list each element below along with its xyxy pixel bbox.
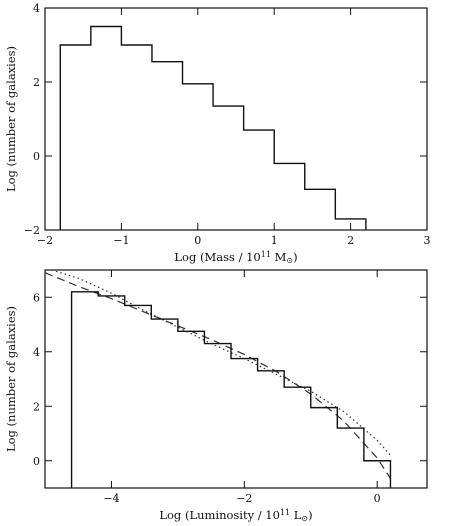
x-tick-label-2: 0 — [194, 234, 201, 247]
mass-function-panel: −2 −1 0 1 2 3 −2 0 2 4 Log (number of galaxies) L… — [4, 2, 431, 265]
luminosity-x-axis-label: Log (Luminosity / 1011 L⊙) — [159, 508, 312, 523]
mass-histogram-step — [59, 25, 367, 230]
luminosity-histogram-step — [70, 291, 392, 488]
y-tick-label-2: 4 — [33, 346, 40, 359]
mass-axis-ticks: −2 −1 0 1 2 3 −2 0 2 4 — [24, 2, 431, 247]
y-tick-label-2: 2 — [33, 76, 40, 89]
mass-plot-frame — [44, 7, 428, 231]
x-tick-label-0: −4 — [103, 492, 119, 505]
x-tick-label-5: 3 — [424, 234, 431, 247]
x-tick-label-2: 0 — [374, 492, 381, 505]
y-tick-label-1: 0 — [33, 150, 40, 163]
y-tick-label-3: 4 — [33, 2, 40, 15]
x-tick-label-3: 1 — [271, 234, 278, 247]
x-tick-label-1: −2 — [236, 492, 252, 505]
luminosity-y-axis-label: Log (number of galaxies) — [4, 306, 18, 452]
luminosity-fit-dotted — [51, 269, 391, 456]
x-tick-label-4: 2 — [347, 234, 354, 247]
y-tick-label-3: 6 — [33, 291, 40, 304]
luminosity-function-panel: −4 −2 0 0 2 4 6 Log (number of galaxies) Log (… — [4, 269, 428, 523]
x-tick-label-0: −2 — [37, 234, 53, 247]
luminosity-axis-ticks: −4 −2 0 0 2 4 6 — [33, 270, 427, 505]
luminosity-plot-frame — [44, 269, 428, 489]
luminosity-fit-dashed — [44, 272, 391, 479]
y-tick-label-0: −2 — [24, 224, 40, 237]
y-tick-label-1: 2 — [33, 400, 40, 413]
mass-y-axis-label: Log (number of galaxies) — [4, 46, 18, 192]
x-tick-label-1: −1 — [113, 234, 129, 247]
y-tick-label-0: 0 — [33, 455, 40, 468]
mass-x-axis-label: Log (Mass / 1011 M⊙) — [174, 250, 297, 265]
